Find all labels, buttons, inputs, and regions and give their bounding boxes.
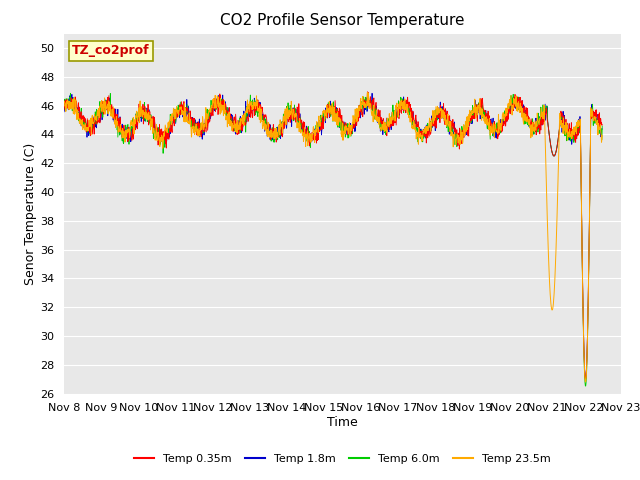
X-axis label: Time: Time bbox=[327, 416, 358, 429]
Temp 23.5m bbox=[598, 132, 606, 138]
Temp 6.0m bbox=[300, 131, 308, 137]
Temp 23.5m bbox=[300, 139, 307, 144]
Temp 23.5m bbox=[309, 124, 317, 130]
Temp 6.0m bbox=[124, 121, 132, 127]
Temp 1.8m bbox=[102, 97, 109, 103]
Temp 1.8m bbox=[124, 135, 131, 141]
Temp 0.35m bbox=[367, 96, 374, 102]
Temp 0.35m bbox=[582, 376, 589, 382]
Temp 0.35m bbox=[300, 119, 307, 125]
Temp 1.8m bbox=[367, 103, 374, 108]
Text: TZ_co2prof: TZ_co2prof bbox=[72, 44, 150, 58]
Temp 23.5m bbox=[60, 98, 68, 104]
Temp 0.35m bbox=[364, 89, 371, 95]
Temp 6.0m bbox=[598, 123, 606, 129]
Temp 23.5m bbox=[367, 101, 374, 107]
Temp 23.5m bbox=[289, 117, 296, 123]
Temp 6.0m bbox=[367, 97, 374, 103]
Temp 6.0m bbox=[289, 108, 296, 114]
Legend: Temp 0.35m, Temp 1.8m, Temp 6.0m, Temp 23.5m: Temp 0.35m, Temp 1.8m, Temp 6.0m, Temp 2… bbox=[130, 450, 555, 468]
Temp 0.35m bbox=[309, 131, 317, 137]
Temp 6.0m bbox=[60, 101, 68, 107]
Temp 1.8m bbox=[598, 126, 606, 132]
Temp 23.5m bbox=[124, 130, 131, 135]
Temp 23.5m bbox=[102, 99, 109, 105]
Temp 0.35m bbox=[60, 107, 68, 113]
Temp 1.8m bbox=[582, 376, 589, 382]
Temp 6.0m bbox=[102, 102, 110, 108]
Temp 23.5m bbox=[582, 379, 589, 384]
Temp 1.8m bbox=[368, 90, 376, 96]
Temp 0.35m bbox=[598, 122, 606, 128]
Temp 1.8m bbox=[300, 126, 307, 132]
Y-axis label: Senor Temperature (C): Senor Temperature (C) bbox=[24, 143, 37, 285]
Temp 0.35m bbox=[124, 130, 131, 135]
Temp 23.5m bbox=[364, 90, 371, 96]
Temp 1.8m bbox=[309, 131, 317, 136]
Temp 1.8m bbox=[289, 107, 296, 113]
Temp 6.0m bbox=[582, 383, 589, 389]
Temp 0.35m bbox=[289, 107, 296, 112]
Title: CO2 Profile Sensor Temperature: CO2 Profile Sensor Temperature bbox=[220, 13, 465, 28]
Line: Temp 1.8m: Temp 1.8m bbox=[64, 93, 602, 379]
Line: Temp 6.0m: Temp 6.0m bbox=[64, 93, 602, 386]
Line: Temp 0.35m: Temp 0.35m bbox=[64, 92, 602, 379]
Temp 6.0m bbox=[67, 90, 74, 96]
Temp 0.35m bbox=[102, 102, 109, 108]
Temp 1.8m bbox=[60, 109, 68, 115]
Temp 6.0m bbox=[310, 133, 317, 139]
Line: Temp 23.5m: Temp 23.5m bbox=[64, 93, 602, 382]
